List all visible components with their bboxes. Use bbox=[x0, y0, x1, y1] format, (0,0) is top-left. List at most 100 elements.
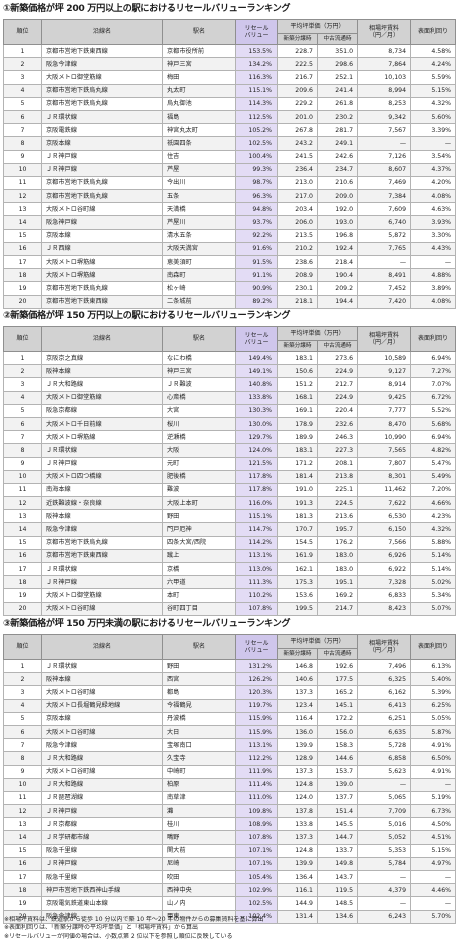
new-price-cell: 191.3 bbox=[277, 496, 318, 511]
used-price-cell: 143.7 bbox=[316, 869, 359, 885]
station-cell: 久宝寺 bbox=[162, 751, 236, 766]
line-cell: 阪急京都線 bbox=[41, 403, 163, 418]
station-cell: 南森町 bbox=[162, 268, 236, 283]
yield-cell: 5.47% bbox=[410, 456, 457, 471]
station-cell: 京橋 bbox=[162, 561, 236, 577]
rent-cell: — bbox=[357, 136, 412, 151]
rent-cell: 7,384 bbox=[357, 189, 412, 204]
used-price-cell: 242.6 bbox=[316, 149, 359, 164]
station-cell: 烏丸御池 bbox=[162, 96, 236, 111]
station-cell: 甲東 bbox=[162, 909, 236, 924]
yield-cell: 3.30% bbox=[410, 228, 457, 243]
table-row: 15 京阪本線 清水五条 92.2% 213.5 196.8 5,872 3.30% bbox=[3, 228, 457, 243]
used-price-cell: 145.1 bbox=[316, 698, 359, 713]
used-price-cell: 273.6 bbox=[316, 350, 359, 366]
line-cell: 京都市営地下鉄烏丸線 bbox=[41, 96, 163, 111]
rent-cell: 5,353 bbox=[357, 843, 412, 858]
rent-cell: 10,103 bbox=[357, 70, 412, 85]
yield-cell: 5.40% bbox=[410, 672, 457, 687]
rent-cell: 9,127 bbox=[357, 364, 412, 379]
resale-value-cell: 102.4% bbox=[235, 909, 278, 924]
table-row: 6 大阪メトロ谷町線 大日 115.9% 136.0 156.0 6,635 5.87% bbox=[3, 724, 457, 740]
yield-cell: — bbox=[410, 254, 457, 270]
line-cell: 大阪メトロ堺筋線 bbox=[41, 430, 163, 445]
rank-cell: 4 bbox=[3, 390, 42, 405]
table-row: 17 大阪メトロ堺筋線 恵美須町 91.5% 238.6 218.4— — bbox=[3, 254, 457, 270]
new-price-cell: 213.0 bbox=[277, 175, 318, 191]
table-row: 7 京阪電鉄線 神宮丸太町 105.2% 267.8 281.7 7,567 3.39% bbox=[3, 123, 457, 138]
table-row: 19 京都市営地下鉄烏丸線 松ヶ崎 90.9% 230.1 209.2 7,452 3.89% bbox=[3, 281, 457, 296]
line-cell: 京都市営地下鉄烏丸線 bbox=[41, 175, 163, 191]
line-cell: 阪急今津線 bbox=[41, 57, 163, 72]
line-cell: ＪＲ学研都市線 bbox=[41, 830, 163, 845]
yield-cell: 5.68% bbox=[410, 416, 457, 432]
resale-value-cell: 131.2% bbox=[235, 658, 278, 674]
used-price-cell: 225.1 bbox=[316, 482, 359, 498]
station-cell: 谷町四丁目 bbox=[162, 601, 236, 616]
used-price-cell: 151.4 bbox=[316, 804, 359, 819]
station-cell: 桜川 bbox=[162, 416, 236, 432]
table-row: 13 ＪＲ京都線 桂川 108.9% 133.8 145.5 5,016 4.50% bbox=[3, 817, 457, 832]
resale-value-cell: 116.3% bbox=[235, 70, 278, 85]
rank-cell: 16 bbox=[3, 856, 42, 872]
new-price-cell: 228.7 bbox=[277, 43, 318, 59]
rent-cell: — bbox=[357, 777, 412, 792]
table-row: 16 ＪＲ西線 大阪天満宮 91.6% 210.2 192.4 7,765 4.43% bbox=[3, 241, 457, 257]
new-price-cell: 217.0 bbox=[277, 189, 318, 204]
line-cell: 京阪本線 bbox=[41, 228, 163, 243]
yield-cell: 5.07% bbox=[410, 601, 457, 616]
resale-value-cell: 96.3% bbox=[235, 189, 278, 204]
new-price-cell: 123.4 bbox=[277, 698, 318, 713]
yield-cell: 5.34% bbox=[410, 588, 457, 603]
table-row: 13 阪神本線 野田 115.1% 181.3 213.6 6,530 4.23% bbox=[3, 509, 457, 524]
rent-cell: 7,565 bbox=[357, 443, 412, 458]
used-price-cell: 241.4 bbox=[316, 83, 359, 98]
rent-cell: 7,864 bbox=[357, 57, 412, 72]
yield-cell: 4.91% bbox=[410, 738, 457, 753]
header-station: 駅名 bbox=[162, 19, 236, 45]
new-price-cell: 267.8 bbox=[277, 123, 318, 138]
used-price-cell: 196.8 bbox=[316, 228, 359, 243]
used-price-cell: 209.2 bbox=[316, 281, 359, 296]
rent-cell: 7,709 bbox=[357, 804, 412, 819]
rent-cell: 6,635 bbox=[357, 724, 412, 740]
yield-cell: 7.27% bbox=[410, 364, 457, 379]
table-row: 17 ＪＲ環状線 京橋 113.0% 162.1 183.0 6,922 5.14% bbox=[3, 561, 457, 577]
new-price-cell: 131.4 bbox=[277, 909, 318, 924]
station-cell: 南草津 bbox=[162, 790, 236, 806]
rank-cell: 9 bbox=[3, 456, 42, 471]
rent-cell: 6,325 bbox=[357, 672, 412, 687]
line-cell: 京阪本線 bbox=[41, 136, 163, 151]
rent-cell: 7,807 bbox=[357, 456, 412, 471]
rent-cell: 5,016 bbox=[357, 817, 412, 832]
rent-cell: 6,150 bbox=[357, 522, 412, 537]
resale-value-cell: 133.8% bbox=[235, 390, 278, 405]
yield-cell: 7.07% bbox=[410, 377, 457, 392]
rank-cell: 8 bbox=[3, 443, 42, 458]
new-price-cell: 241.5 bbox=[277, 149, 318, 164]
table-row: 1 京阪京之真線 なにわ橋 149.4% 183.1 273.6 10,589 6.94% bbox=[3, 350, 457, 366]
table-row: 11 南海本線 難波 117.8% 191.0 225.1 11,462 7.20% bbox=[3, 482, 457, 498]
line-cell: 大阪メトロ堺筋線 bbox=[41, 268, 163, 283]
yield-cell: 6.25% bbox=[410, 698, 457, 713]
table-row: 9 大阪メトロ谷町線 中崎町 111.9% 137.3 153.7 5,623 4.91% bbox=[3, 764, 457, 779]
yield-cell: 3.54% bbox=[410, 149, 457, 164]
table-row: 1 京都市営地下鉄東西線 京都市役所前 153.5% 228.7 351.0 8,734 4.… bbox=[3, 43, 457, 59]
new-price-cell: 136.0 bbox=[277, 724, 318, 740]
table-row: 2 阪神本線 神戸三宮 149.1% 150.6 224.9 9,127 7.27% bbox=[3, 364, 457, 379]
footnote: ※相場坪賃料は、鉄道駅から徒歩 10 分以内で築 10 年～20 年の物件からの… bbox=[4, 916, 264, 923]
header-resale-value: リセール バリュー bbox=[235, 326, 278, 352]
table-row: 11 京都市営地下鉄烏丸線 今出川 98.7% 213.0 210.6 7,469 4.20% bbox=[3, 175, 457, 191]
rent-cell: 7,765 bbox=[357, 241, 412, 257]
new-price-cell: 183.1 bbox=[277, 350, 318, 366]
rent-cell: 6,926 bbox=[357, 548, 412, 564]
resale-value-cell: 112.2% bbox=[235, 751, 278, 766]
new-price-cell: 137.3 bbox=[277, 764, 318, 779]
station-cell: ＪＲ難波 bbox=[162, 377, 236, 392]
table-row: 7 阪急今津線 宝塚南口 113.1% 139.9 158.3 5,728 4.91% bbox=[3, 738, 457, 753]
station-cell: 大日 bbox=[162, 724, 236, 740]
rent-cell: 10,990 bbox=[357, 430, 412, 445]
used-price-cell: 214.7 bbox=[316, 601, 359, 616]
rent-cell: 9,425 bbox=[357, 390, 412, 405]
new-price-cell: 236.4 bbox=[277, 162, 318, 177]
